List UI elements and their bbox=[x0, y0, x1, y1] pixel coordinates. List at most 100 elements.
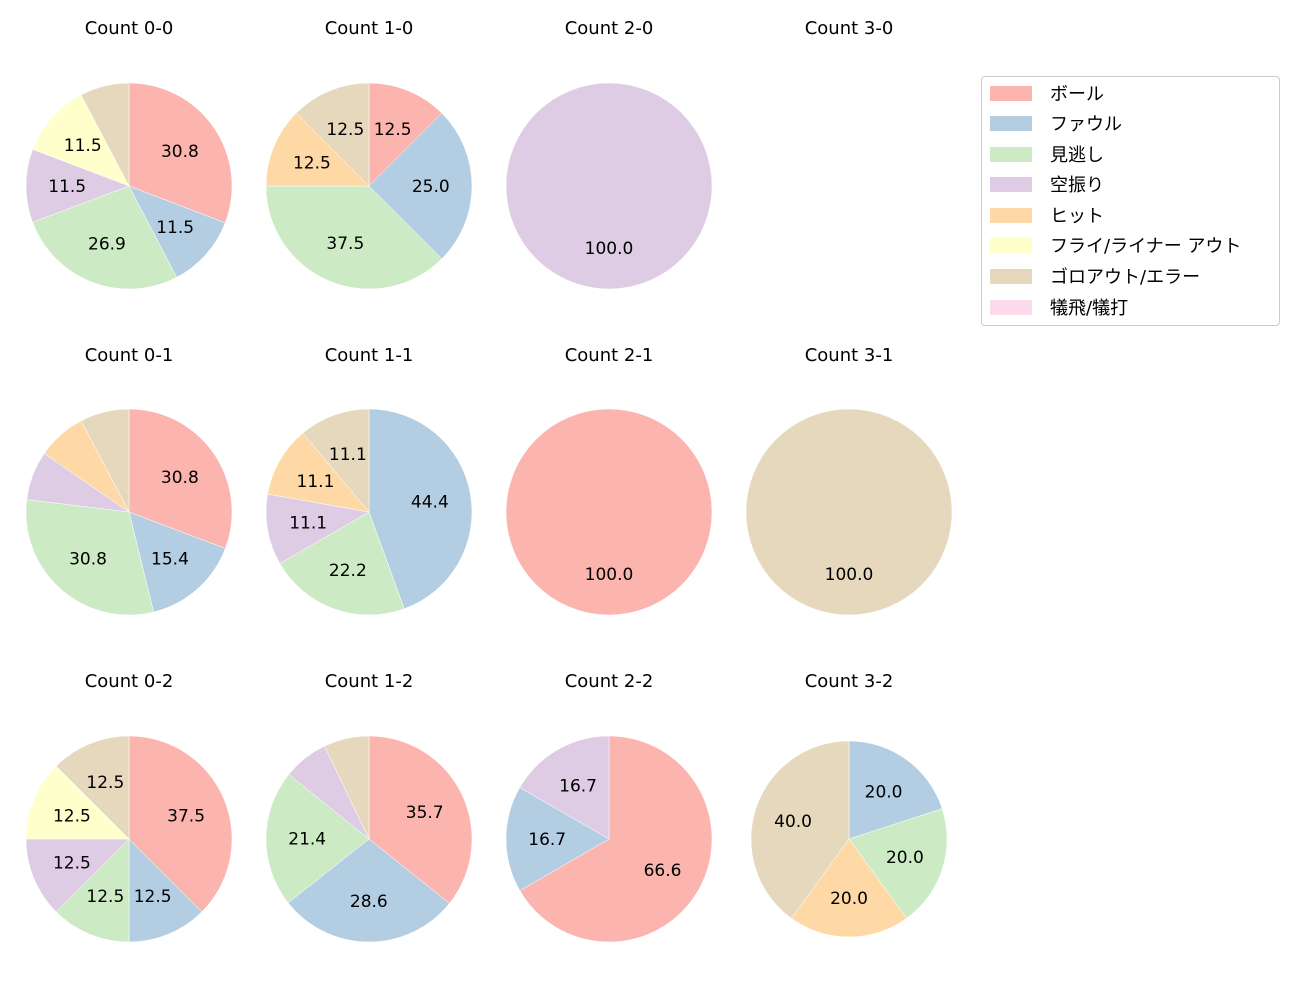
chart-title: Count 0-1 bbox=[84, 345, 174, 366]
slice-label: 12.5 bbox=[134, 887, 172, 907]
legend-label: 空振り bbox=[1050, 175, 1104, 196]
chart-title: Count 1-2 bbox=[324, 671, 414, 692]
pie-slice bbox=[368, 735, 473, 904]
pie-slice bbox=[287, 838, 450, 943]
legend-label: ゴロアウト/エラー bbox=[1050, 267, 1201, 288]
pie-slice bbox=[505, 787, 610, 892]
slice-label: 30.8 bbox=[161, 142, 199, 162]
legend-swatch bbox=[990, 85, 1032, 101]
slice-label: 28.6 bbox=[350, 892, 388, 912]
pie-slice bbox=[750, 740, 850, 919]
pie-slice bbox=[55, 735, 130, 840]
legend-item: ファウル bbox=[990, 111, 1122, 135]
legend-label: ボール bbox=[1050, 84, 1104, 105]
pie-slice bbox=[25, 838, 130, 913]
slice-label: 16.7 bbox=[559, 776, 597, 796]
pie-slice bbox=[128, 511, 226, 613]
pie-slice bbox=[265, 493, 370, 564]
pie-slice bbox=[302, 408, 370, 513]
slice-label: 12.5 bbox=[293, 153, 331, 173]
legend-label: フライ/ライナー アウト bbox=[1050, 236, 1242, 257]
slice-label: 11.1 bbox=[289, 514, 327, 534]
slice-label: 22.2 bbox=[329, 561, 367, 581]
slice-label: 16.7 bbox=[528, 830, 566, 850]
slice-label: 100.0 bbox=[585, 239, 634, 259]
slice-label: 20.0 bbox=[830, 889, 868, 909]
pie-slice bbox=[265, 112, 370, 187]
chart-title: Count 3-2 bbox=[804, 671, 894, 692]
pie-slice bbox=[128, 82, 233, 224]
slice-label: 44.4 bbox=[411, 492, 449, 512]
chart-title: Count 3-0 bbox=[804, 18, 894, 39]
pie-slice bbox=[745, 408, 953, 616]
legend-item: ボール bbox=[990, 81, 1104, 105]
legend: ボール ファウル 見逃し 空振り ヒット フライ/ライナー アウト ゴロアウト/… bbox=[981, 76, 1280, 326]
slice-label: 37.5 bbox=[326, 234, 364, 254]
slice-label: 12.5 bbox=[326, 120, 364, 140]
legend-swatch bbox=[990, 237, 1032, 253]
pie-chart: 12.5 25.0 37.5 12.5 12.5 bbox=[265, 82, 473, 290]
legend-swatch bbox=[990, 299, 1032, 315]
pie-slice bbox=[32, 94, 130, 187]
slice-label: 20.0 bbox=[865, 782, 903, 802]
pie-slice bbox=[519, 735, 610, 840]
legend-item: フライ/ライナー アウト bbox=[990, 233, 1241, 257]
chart-title: Count 1-0 bbox=[324, 18, 414, 39]
pie-slice bbox=[128, 838, 203, 943]
slice-label: 66.6 bbox=[644, 861, 682, 881]
pie-slice bbox=[55, 838, 130, 943]
slice-label: 30.8 bbox=[69, 549, 107, 569]
chart-title: Count 2-1 bbox=[564, 345, 654, 366]
slice-label: 15.4 bbox=[151, 549, 189, 569]
slice-label: 25.0 bbox=[412, 177, 450, 197]
pie-slice bbox=[25, 499, 154, 616]
pie-slice bbox=[80, 82, 130, 187]
legend-swatch bbox=[990, 146, 1032, 162]
chart-title: Count 2-0 bbox=[564, 18, 654, 39]
chart-title: Count 0-2 bbox=[84, 671, 174, 692]
pie-chart: 30.8 11.5 26.9 11.5 11.5 bbox=[25, 82, 233, 290]
legend-item: 見逃し bbox=[990, 142, 1104, 166]
slice-label: 12.5 bbox=[374, 120, 412, 140]
legend-item: 空振り bbox=[990, 172, 1104, 196]
slice-label: 12.5 bbox=[86, 887, 124, 907]
slice-label: 37.5 bbox=[167, 806, 205, 826]
pie-slice bbox=[25, 765, 130, 840]
pie-slice bbox=[324, 735, 370, 840]
pie-chart: 100.0 bbox=[745, 408, 953, 616]
slice-label: 100.0 bbox=[585, 565, 634, 585]
legend-label: 見逃し bbox=[1050, 145, 1104, 166]
slice-label: 11.5 bbox=[48, 177, 86, 197]
legend-item: 犠飛/犠打 bbox=[990, 295, 1128, 319]
pie-slice bbox=[279, 511, 405, 616]
pie-slice bbox=[368, 408, 473, 610]
slice-label: 20.0 bbox=[886, 848, 924, 868]
pie-slice bbox=[368, 112, 473, 260]
slice-label: 100.0 bbox=[825, 565, 874, 585]
pie-slice bbox=[368, 82, 443, 187]
pie-slice bbox=[32, 185, 178, 290]
chart-title: Count 1-1 bbox=[324, 345, 414, 366]
slice-label: 11.5 bbox=[156, 218, 194, 238]
slice-label: 12.5 bbox=[86, 773, 124, 793]
legend-label: ヒット bbox=[1050, 206, 1104, 227]
legend-label: ファウル bbox=[1050, 114, 1122, 135]
legend-label: 犠飛/犠打 bbox=[1050, 298, 1129, 319]
pie-chart: 35.7 28.6 21.4 bbox=[265, 735, 473, 943]
slice-label: 11.1 bbox=[329, 445, 367, 465]
pie-slice bbox=[519, 735, 713, 943]
pie-slice bbox=[505, 408, 713, 616]
slice-label: 30.8 bbox=[161, 468, 199, 488]
legend-item: ヒット bbox=[990, 203, 1104, 227]
legend-item: ゴロアウト/エラー bbox=[990, 264, 1200, 288]
chart-title: Count 2-2 bbox=[564, 671, 654, 692]
slice-label: 21.4 bbox=[288, 830, 326, 850]
pie-chart: 30.8 15.4 30.8 bbox=[25, 408, 233, 616]
pie-slice bbox=[267, 432, 370, 513]
pie-slice bbox=[848, 808, 948, 919]
pie-chart: 66.6 16.7 16.7 bbox=[505, 735, 713, 943]
pie-chart: 20.0 20.0 20.0 40.0 bbox=[750, 740, 948, 938]
legend-swatch bbox=[990, 207, 1032, 223]
